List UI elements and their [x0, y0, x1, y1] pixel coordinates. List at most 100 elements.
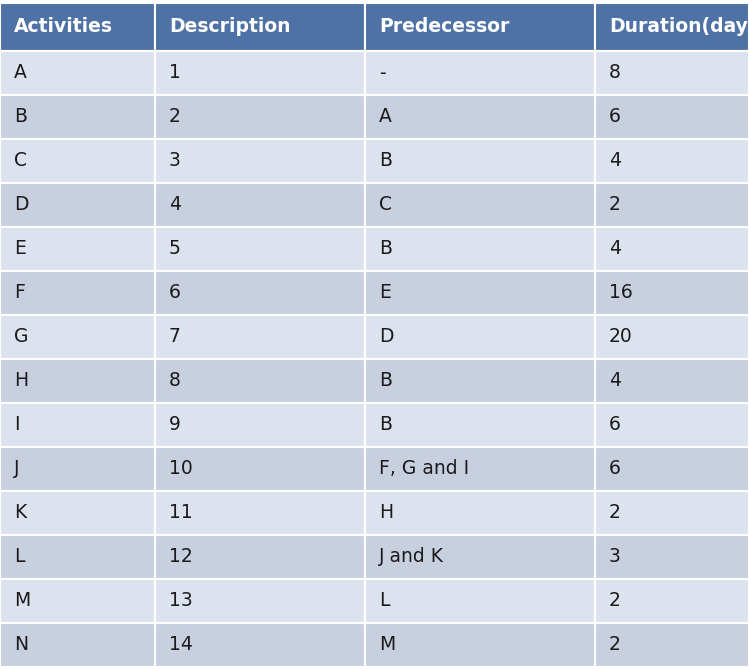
- Bar: [155, 359, 365, 403]
- Bar: [595, 227, 749, 271]
- Text: 2: 2: [609, 503, 621, 523]
- Bar: [155, 535, 365, 579]
- Bar: [595, 623, 749, 667]
- Text: 2: 2: [609, 196, 621, 214]
- Bar: [595, 535, 749, 579]
- Bar: [595, 315, 749, 359]
- Bar: [365, 95, 595, 139]
- Text: 2: 2: [609, 636, 621, 655]
- Bar: [365, 403, 595, 447]
- Bar: [365, 51, 595, 95]
- Text: Duration(days): Duration(days): [609, 17, 749, 36]
- Bar: [0, 227, 155, 271]
- Text: Description: Description: [169, 17, 291, 36]
- Text: 2: 2: [609, 592, 621, 610]
- Text: 1: 1: [169, 64, 181, 82]
- Bar: [155, 51, 365, 95]
- Bar: [155, 447, 365, 491]
- Text: H: H: [379, 503, 393, 523]
- Text: Predecessor: Predecessor: [379, 17, 509, 36]
- Text: 12: 12: [169, 547, 192, 567]
- Text: 8: 8: [609, 64, 621, 82]
- Text: 9: 9: [169, 415, 181, 435]
- Bar: [365, 227, 595, 271]
- Text: N: N: [14, 636, 28, 655]
- Bar: [595, 271, 749, 315]
- Bar: [155, 403, 365, 447]
- Text: 4: 4: [609, 371, 621, 391]
- Text: 8: 8: [169, 371, 181, 391]
- Text: 3: 3: [609, 547, 621, 567]
- Text: K: K: [14, 503, 26, 523]
- Bar: [155, 139, 365, 183]
- Bar: [0, 359, 155, 403]
- Text: 6: 6: [609, 415, 621, 435]
- Text: 10: 10: [169, 460, 192, 478]
- Bar: [0, 403, 155, 447]
- Bar: [595, 183, 749, 227]
- Text: M: M: [14, 592, 30, 610]
- Bar: [155, 95, 365, 139]
- Text: 11: 11: [169, 503, 192, 523]
- Text: 16: 16: [609, 283, 633, 302]
- Text: C: C: [14, 151, 27, 170]
- Text: B: B: [14, 107, 27, 127]
- Bar: [595, 139, 749, 183]
- Text: -: -: [379, 64, 386, 82]
- Text: C: C: [379, 196, 392, 214]
- Text: A: A: [14, 64, 27, 82]
- Bar: [0, 95, 155, 139]
- Text: J and K: J and K: [379, 547, 444, 567]
- Text: D: D: [379, 328, 393, 346]
- Bar: [595, 579, 749, 623]
- Text: H: H: [14, 371, 28, 391]
- Bar: [365, 3, 595, 51]
- Bar: [595, 403, 749, 447]
- Text: 4: 4: [609, 239, 621, 259]
- Bar: [0, 271, 155, 315]
- Text: B: B: [379, 151, 392, 170]
- Text: 6: 6: [609, 460, 621, 478]
- Text: Activities: Activities: [14, 17, 113, 36]
- Text: B: B: [379, 239, 392, 259]
- Text: M: M: [379, 636, 395, 655]
- Bar: [365, 447, 595, 491]
- Bar: [365, 535, 595, 579]
- Bar: [0, 183, 155, 227]
- Text: G: G: [14, 328, 28, 346]
- Bar: [0, 139, 155, 183]
- Bar: [365, 183, 595, 227]
- Text: B: B: [379, 371, 392, 391]
- Bar: [595, 491, 749, 535]
- Text: 4: 4: [609, 151, 621, 170]
- Bar: [0, 491, 155, 535]
- Bar: [0, 535, 155, 579]
- Bar: [155, 315, 365, 359]
- Bar: [155, 271, 365, 315]
- Text: A: A: [379, 107, 392, 127]
- Bar: [0, 623, 155, 667]
- Text: 6: 6: [609, 107, 621, 127]
- Bar: [365, 623, 595, 667]
- Text: I: I: [14, 415, 19, 435]
- Text: 20: 20: [609, 328, 633, 346]
- Bar: [365, 491, 595, 535]
- Bar: [595, 95, 749, 139]
- Bar: [365, 139, 595, 183]
- Bar: [0, 579, 155, 623]
- Bar: [365, 315, 595, 359]
- Bar: [155, 491, 365, 535]
- Text: 5: 5: [169, 239, 181, 259]
- Bar: [365, 271, 595, 315]
- Bar: [0, 51, 155, 95]
- Bar: [365, 579, 595, 623]
- Bar: [0, 3, 155, 51]
- Text: 13: 13: [169, 592, 192, 610]
- Bar: [0, 315, 155, 359]
- Bar: [155, 3, 365, 51]
- Bar: [155, 623, 365, 667]
- Bar: [155, 227, 365, 271]
- Text: F, G and I: F, G and I: [379, 460, 469, 478]
- Text: 4: 4: [169, 196, 181, 214]
- Text: L: L: [14, 547, 25, 567]
